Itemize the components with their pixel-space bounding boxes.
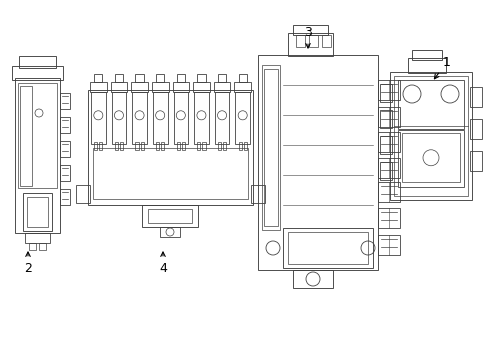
Bar: [135, 142, 139, 150]
Bar: [288, 33, 333, 56]
Bar: [177, 142, 180, 150]
Bar: [378, 80, 400, 100]
Bar: [378, 235, 400, 255]
Bar: [251, 185, 265, 203]
Bar: [296, 35, 305, 47]
Bar: [398, 80, 464, 129]
Bar: [380, 136, 392, 154]
Bar: [29, 243, 36, 250]
Bar: [25, 233, 50, 243]
Bar: [378, 107, 400, 127]
Bar: [60, 141, 70, 157]
Bar: [218, 74, 226, 82]
Bar: [322, 35, 331, 47]
Bar: [293, 25, 328, 35]
Bar: [18, 83, 57, 188]
Bar: [94, 74, 102, 82]
Bar: [88, 90, 253, 205]
Bar: [283, 228, 373, 268]
Bar: [90, 82, 107, 92]
Bar: [160, 227, 180, 237]
Bar: [402, 134, 460, 182]
Bar: [239, 142, 242, 150]
Bar: [152, 82, 169, 92]
Bar: [93, 148, 248, 199]
Bar: [156, 142, 159, 150]
Bar: [398, 130, 464, 187]
Bar: [235, 92, 250, 144]
Bar: [60, 165, 70, 181]
Bar: [76, 185, 90, 203]
Bar: [258, 55, 378, 270]
Bar: [218, 142, 221, 150]
Bar: [60, 189, 70, 205]
Bar: [288, 232, 368, 264]
Bar: [135, 74, 144, 82]
Bar: [194, 92, 209, 144]
Bar: [115, 74, 123, 82]
Bar: [378, 132, 400, 152]
Bar: [244, 142, 247, 150]
Bar: [378, 158, 400, 178]
Bar: [380, 162, 392, 180]
Bar: [234, 82, 251, 92]
Bar: [148, 209, 192, 223]
Bar: [161, 142, 164, 150]
Bar: [115, 142, 118, 150]
Bar: [378, 183, 400, 202]
Bar: [193, 82, 210, 92]
Text: 4: 4: [159, 252, 167, 274]
Bar: [239, 74, 247, 82]
Bar: [470, 151, 482, 171]
Bar: [91, 92, 106, 144]
Bar: [141, 142, 144, 150]
Bar: [94, 142, 98, 150]
Bar: [394, 76, 468, 196]
Bar: [309, 35, 318, 47]
Bar: [264, 69, 278, 226]
Bar: [293, 270, 333, 288]
Bar: [60, 93, 70, 109]
Bar: [197, 74, 206, 82]
Text: 2: 2: [24, 252, 32, 274]
Bar: [19, 56, 56, 68]
Bar: [23, 193, 52, 231]
Bar: [380, 110, 392, 128]
Bar: [142, 205, 198, 227]
Bar: [390, 72, 472, 200]
Bar: [215, 92, 229, 144]
Bar: [262, 65, 280, 230]
Bar: [177, 74, 185, 82]
Bar: [182, 142, 185, 150]
Text: 1: 1: [435, 55, 451, 79]
Bar: [120, 142, 123, 150]
Bar: [12, 66, 63, 80]
Bar: [173, 92, 188, 144]
Bar: [202, 142, 206, 150]
Bar: [214, 82, 230, 92]
Bar: [15, 78, 60, 233]
Bar: [470, 87, 482, 107]
Bar: [20, 86, 32, 186]
Bar: [153, 92, 168, 144]
Bar: [470, 119, 482, 139]
Bar: [112, 92, 126, 144]
Text: 3: 3: [304, 26, 312, 48]
Bar: [172, 82, 189, 92]
Bar: [197, 142, 200, 150]
Bar: [378, 208, 400, 228]
Bar: [99, 142, 102, 150]
Bar: [27, 197, 48, 227]
Bar: [111, 82, 127, 92]
Bar: [223, 142, 226, 150]
Bar: [156, 74, 164, 82]
Bar: [60, 117, 70, 133]
Bar: [412, 50, 442, 60]
Bar: [132, 92, 147, 144]
Bar: [408, 58, 446, 73]
Bar: [39, 243, 46, 250]
Bar: [380, 84, 392, 102]
Bar: [131, 82, 148, 92]
